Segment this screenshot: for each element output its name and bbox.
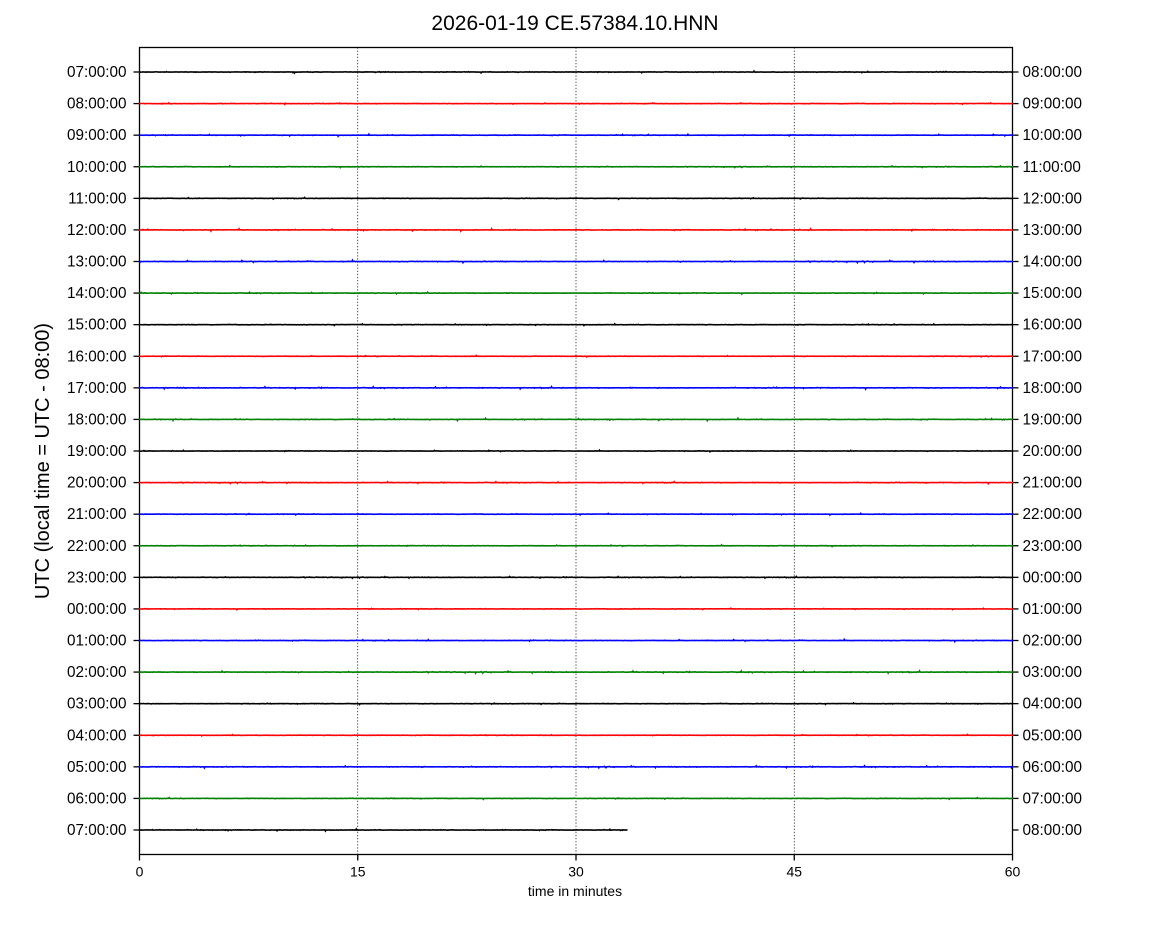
svg-text:17:00:00: 17:00:00 [67, 380, 127, 397]
svg-text:21:00:00: 21:00:00 [67, 506, 127, 523]
svg-text:22:00:00: 22:00:00 [1023, 506, 1083, 523]
svg-text:30: 30 [568, 864, 584, 880]
svg-text:17:00:00: 17:00:00 [1023, 348, 1083, 365]
svg-text:16:00:00: 16:00:00 [1023, 317, 1083, 334]
svg-text:10:00:00: 10:00:00 [1023, 127, 1083, 144]
svg-text:08:00:00: 08:00:00 [67, 96, 127, 113]
svg-text:18:00:00: 18:00:00 [67, 411, 127, 428]
svg-text:06:00:00: 06:00:00 [67, 790, 127, 807]
svg-text:08:00:00: 08:00:00 [1023, 64, 1083, 81]
svg-text:21:00:00: 21:00:00 [1023, 475, 1083, 492]
svg-text:16:00:00: 16:00:00 [67, 348, 127, 365]
svg-text:19:00:00: 19:00:00 [67, 443, 127, 460]
svg-text:07:00:00: 07:00:00 [1023, 790, 1083, 807]
svg-text:20:00:00: 20:00:00 [67, 475, 127, 492]
svg-text:03:00:00: 03:00:00 [1023, 664, 1083, 681]
svg-text:15:00:00: 15:00:00 [1023, 285, 1083, 302]
svg-text:01:00:00: 01:00:00 [67, 633, 127, 650]
svg-text:00:00:00: 00:00:00 [67, 601, 127, 618]
svg-text:15:00:00: 15:00:00 [67, 317, 127, 334]
svg-text:05:00:00: 05:00:00 [67, 759, 127, 776]
svg-text:14:00:00: 14:00:00 [67, 285, 127, 302]
svg-text:0: 0 [136, 864, 144, 880]
svg-text:07:00:00: 07:00:00 [67, 822, 127, 839]
svg-text:13:00:00: 13:00:00 [67, 254, 127, 271]
svg-text:60: 60 [1005, 864, 1021, 880]
svg-text:06:00:00: 06:00:00 [1023, 759, 1083, 776]
svg-text:09:00:00: 09:00:00 [1023, 96, 1083, 113]
svg-text:11:00:00: 11:00:00 [68, 190, 126, 207]
svg-text:22:00:00: 22:00:00 [67, 538, 127, 555]
svg-text:11:00:00: 11:00:00 [1023, 159, 1081, 176]
svg-text:13:00:00: 13:00:00 [1023, 222, 1083, 239]
svg-text:02:00:00: 02:00:00 [67, 664, 127, 681]
svg-text:04:00:00: 04:00:00 [67, 727, 127, 744]
svg-text:12:00:00: 12:00:00 [67, 222, 127, 239]
svg-text:04:00:00: 04:00:00 [1023, 696, 1083, 713]
svg-text:05:00:00: 05:00:00 [1023, 727, 1083, 744]
svg-text:07:00:00: 07:00:00 [67, 64, 127, 81]
svg-text:18:00:00: 18:00:00 [1023, 380, 1083, 397]
svg-text:03:00:00: 03:00:00 [67, 696, 127, 713]
svg-text:23:00:00: 23:00:00 [67, 569, 127, 586]
svg-text:00:00:00: 00:00:00 [1023, 569, 1083, 586]
svg-text:23:00:00: 23:00:00 [1023, 538, 1083, 555]
svg-text:08:00:00: 08:00:00 [1023, 822, 1083, 839]
svg-text:45: 45 [786, 864, 802, 880]
svg-text:12:00:00: 12:00:00 [1023, 190, 1083, 207]
svg-text:15: 15 [350, 864, 366, 880]
svg-text:19:00:00: 19:00:00 [1023, 411, 1083, 428]
svg-text:09:00:00: 09:00:00 [67, 127, 127, 144]
svg-text:14:00:00: 14:00:00 [1023, 254, 1083, 271]
svg-text:01:00:00: 01:00:00 [1023, 601, 1083, 618]
svg-text:10:00:00: 10:00:00 [67, 159, 127, 176]
svg-text:20:00:00: 20:00:00 [1023, 443, 1083, 460]
svg-text:02:00:00: 02:00:00 [1023, 633, 1083, 650]
